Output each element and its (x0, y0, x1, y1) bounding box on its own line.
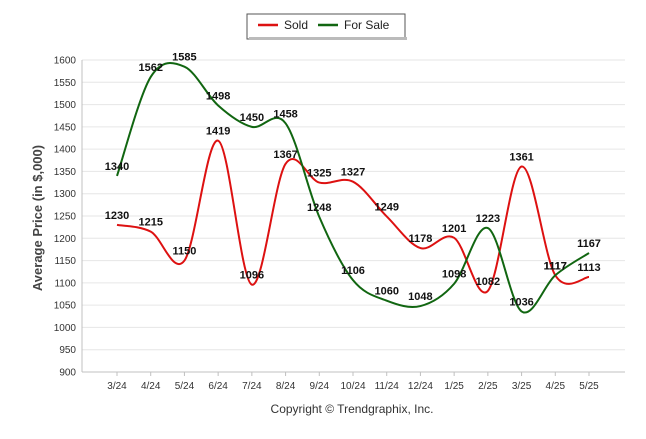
series-line-for-sale (116, 62, 590, 314)
x-tick-labels: 3/24 4/24 5/24 6/24 7/24 8/24 9/24 10/24 11/24 12… (107, 372, 599, 392)
data-labels: 1230 1215 1150 1419 1096 1367 1325 1327 1249 1178… (105, 52, 601, 309)
y-tick-label: 900 (59, 368, 76, 379)
data-label-for-sale: 1117 (544, 260, 567, 272)
data-label-for-sale: 1060 (374, 286, 398, 298)
legend-label-sold: Sold (284, 18, 308, 32)
x-tick-label: 4/24 (141, 381, 161, 392)
x-tick-label: 5/25 (579, 381, 599, 392)
data-label-sold: 1361 (509, 152, 533, 164)
legend: Sold For Sale (246, 13, 407, 40)
data-label-for-sale: 1048 (408, 291, 432, 303)
y-tick-label: 1350 (54, 167, 77, 178)
y-tick-label: 1200 (54, 234, 77, 245)
x-tick-label: 6/24 (208, 381, 228, 392)
data-label-for-sale: 1585 (172, 52, 196, 64)
x-tick-label: 3/24 (107, 381, 127, 392)
data-label-sold: 1113 (577, 262, 600, 274)
copyright-text: Copyright © Trendgraphix, Inc. (271, 402, 434, 416)
x-tick-label: 8/24 (276, 381, 296, 392)
y-tick-label: 1500 (54, 100, 77, 111)
y-tick-label: 950 (59, 345, 76, 356)
series-line-sold (116, 139, 590, 294)
y-tick-label: 1300 (54, 189, 77, 200)
data-label-for-sale: 1498 (206, 90, 230, 102)
data-label-sold: 1117 (544, 260, 567, 272)
x-tick-label: 12/24 (408, 381, 433, 392)
data-label-for-sale: 1223 (476, 213, 500, 225)
series-lines (116, 62, 590, 314)
y-tick-label: 1450 (54, 122, 77, 133)
y-tick-label: 1400 (54, 145, 77, 156)
y-tick-label: 1150 (54, 256, 76, 267)
data-label-for-sale: 1098 (442, 269, 466, 281)
data-label-sold: 1327 (341, 167, 365, 179)
data-label-sold: 1096 (240, 270, 264, 282)
data-label-for-sale: 1458 (273, 108, 297, 120)
data-label-sold: 1082 (476, 276, 500, 288)
x-tick-label: 11/24 (375, 381, 400, 392)
x-tick-label: 1/25 (444, 381, 464, 392)
y-tick-label: 1000 (54, 323, 77, 334)
y-tick-label: 1550 (54, 78, 77, 89)
data-label-sold: 1178 (408, 233, 432, 245)
data-label-for-sale: 1106 (341, 265, 365, 277)
data-label-for-sale: 1340 (105, 161, 129, 173)
y-tick-labels: 900 950 1000 1050 1100 1150 1200 1250 1300 1350 14… (54, 56, 77, 379)
x-tick-label: 3/25 (512, 381, 532, 392)
y-tick-label: 1250 (54, 212, 77, 223)
data-label-sold: 1325 (307, 168, 331, 180)
data-label-for-sale: 1562 (138, 62, 162, 74)
legend-shadow (249, 37, 407, 40)
data-label-for-sale: 1450 (240, 112, 264, 124)
x-tick-label: 5/24 (175, 381, 195, 392)
legend-box (246, 13, 406, 40)
x-tick-label: 10/24 (340, 381, 365, 392)
y-tick-label: 1600 (54, 56, 77, 67)
legend-label-for-sale: For Sale (344, 18, 390, 32)
data-label-sold: 1215 (138, 217, 162, 229)
x-tick-label: 7/24 (242, 381, 262, 392)
data-label-for-sale: 1248 (307, 202, 331, 214)
y-tick-label: 1050 (54, 301, 77, 312)
data-label-sold: 1150 (172, 246, 196, 258)
data-label-sold: 1367 (273, 149, 297, 161)
grid (82, 59, 625, 373)
x-tick-label: 9/24 (310, 381, 330, 392)
data-label-for-sale: 1167 (577, 238, 601, 250)
y-axis-label: Average Price (in $,000) (30, 145, 45, 291)
y-tick-label: 1100 (54, 278, 76, 289)
data-label-sold: 1249 (374, 201, 398, 213)
x-tick-label: 2/25 (478, 381, 498, 392)
data-label-sold: 1230 (105, 210, 129, 222)
data-label-for-sale: 1036 (509, 296, 533, 308)
data-label-sold: 1419 (206, 126, 230, 138)
x-tick-label: 4/25 (546, 381, 566, 392)
data-label-sold: 1201 (442, 223, 466, 235)
